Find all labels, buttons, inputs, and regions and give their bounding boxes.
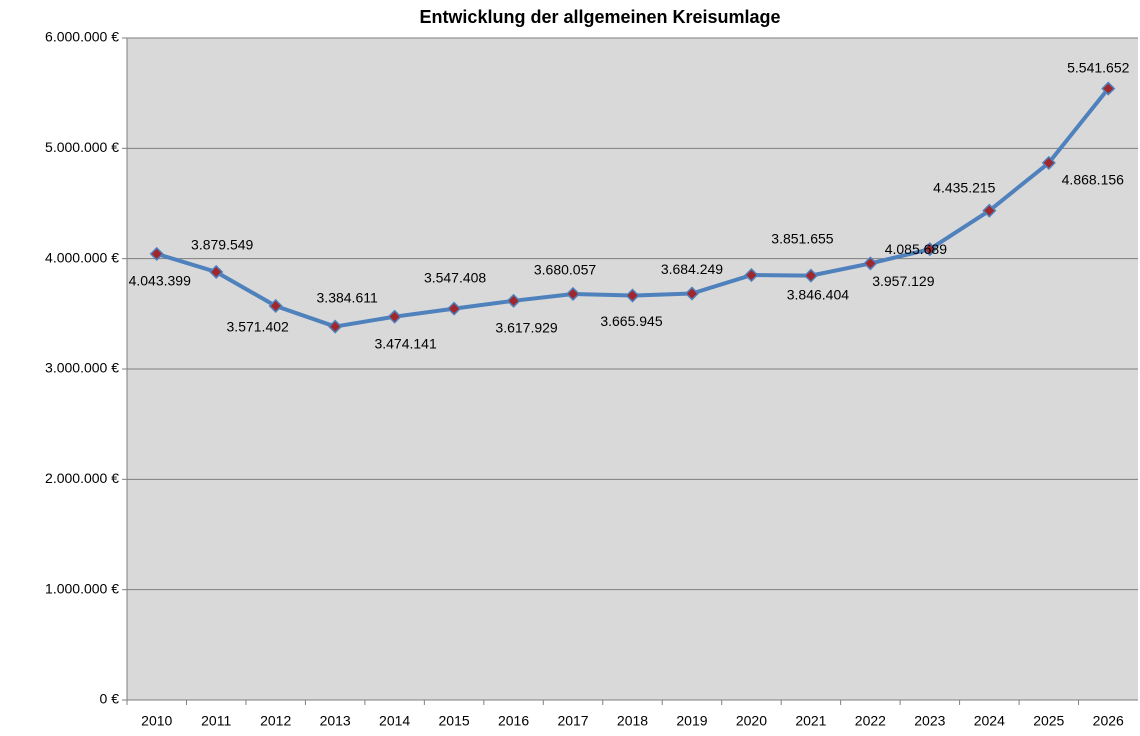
x-tick-label: 2025 — [1033, 713, 1064, 729]
x-tick-label: 2022 — [855, 713, 886, 729]
y-tick-label: 4.000.000 € — [45, 249, 119, 265]
marker — [268, 298, 283, 314]
x-tick-label: 2012 — [260, 713, 291, 729]
x-tick-label: 2019 — [676, 713, 707, 729]
data-label: 3.879.549 — [191, 237, 253, 253]
y-tick-label: 0 € — [100, 691, 120, 707]
data-label: 3.571.402 — [227, 319, 289, 335]
x-tick-label: 2010 — [141, 713, 172, 729]
data-label: 3.547.408 — [424, 269, 486, 285]
x-tick-label: 2017 — [557, 713, 588, 729]
marker — [1041, 155, 1056, 170]
data-label: 3.851.655 — [771, 231, 833, 247]
marker — [625, 288, 640, 303]
marker — [803, 268, 818, 283]
data-label: 3.680.057 — [534, 262, 596, 278]
marker — [209, 264, 224, 280]
data-label: 3.957.129 — [872, 273, 934, 289]
x-tick-label: 2014 — [379, 713, 410, 729]
x-tick-label: 2021 — [795, 713, 826, 729]
data-label: 3.617.929 — [495, 320, 557, 336]
data-label: 4.043.399 — [129, 273, 191, 289]
marker — [863, 256, 878, 271]
marker — [922, 242, 937, 257]
marker — [387, 309, 402, 324]
marker — [684, 286, 700, 301]
data-label: 5.541.652 — [1067, 59, 1129, 75]
data-label: 3.684.249 — [661, 261, 723, 277]
y-tick-label: 2.000.000 € — [45, 470, 119, 486]
x-tick-label: 2018 — [617, 713, 648, 729]
marker — [149, 246, 164, 261]
data-label: 4.435.215 — [933, 179, 995, 195]
y-tick-label: 6.000.000 € — [45, 29, 119, 45]
x-tick-label: 2024 — [974, 713, 1005, 729]
data-label: 3.384.611 — [317, 289, 378, 305]
data-label: 3.665.945 — [600, 313, 662, 329]
x-tick-label: 2026 — [1093, 713, 1124, 729]
marker — [1101, 81, 1116, 96]
y-tick-label: 1.000.000 € — [45, 580, 119, 596]
data-label: 4.868.156 — [1062, 172, 1124, 188]
data-label: 3.474.141 — [374, 335, 436, 351]
marker — [982, 203, 997, 218]
x-tick-label: 2023 — [914, 713, 945, 729]
marker — [565, 286, 581, 302]
data-label: 3.846.404 — [787, 286, 849, 302]
chart-title: Entwicklung der allgemeinen Kreisumlage — [419, 7, 780, 27]
marker — [506, 293, 521, 308]
y-tick-label: 5.000.000 € — [45, 139, 119, 155]
data-label: 4.085.689 — [885, 241, 947, 257]
x-tick-label: 2013 — [320, 713, 351, 729]
y-tick-label: 3.000.000 € — [45, 360, 119, 376]
x-tick-label: 2020 — [736, 713, 767, 729]
x-tick-label: 2011 — [201, 713, 231, 729]
marker — [328, 319, 343, 334]
x-tick-label: 2015 — [439, 713, 470, 729]
marker — [744, 267, 759, 283]
marker — [447, 301, 462, 316]
x-tick-label: 2016 — [498, 713, 529, 729]
